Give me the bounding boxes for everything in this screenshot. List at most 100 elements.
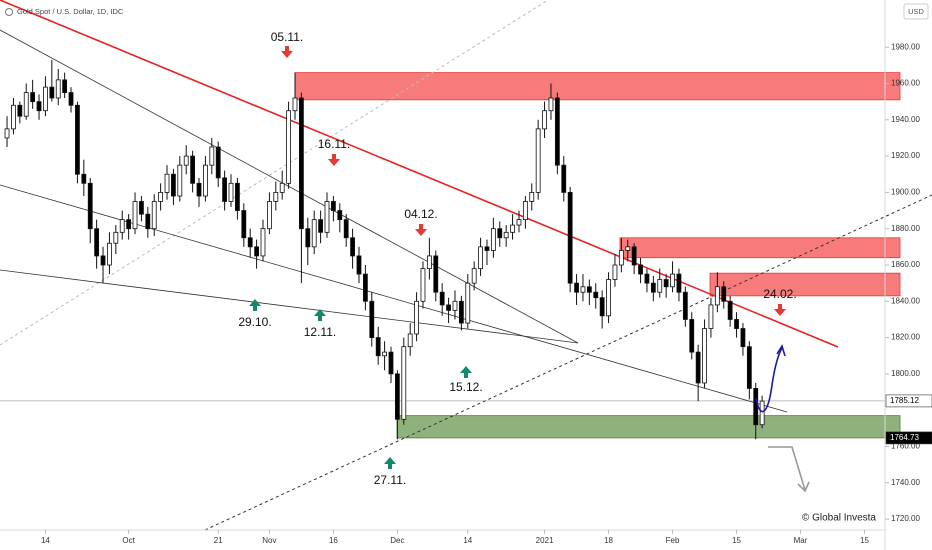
candle-body bbox=[510, 224, 515, 233]
y-tick-label: 1800.00 bbox=[891, 369, 920, 378]
candle-body bbox=[484, 246, 490, 251]
x-tick-label: 14 bbox=[41, 536, 50, 545]
candle-body bbox=[151, 201, 157, 230]
candle-body bbox=[426, 255, 432, 270]
price-label: 1764.73 bbox=[890, 433, 919, 442]
annotation-label: 27.11. bbox=[374, 473, 406, 487]
candle-body bbox=[407, 333, 413, 348]
currency-box bbox=[903, 3, 929, 20]
candle-body bbox=[119, 219, 125, 233]
candle-body bbox=[132, 201, 138, 230]
candle-body bbox=[30, 92, 36, 103]
x-tick-label: 18 bbox=[604, 536, 613, 545]
resistance-zone bbox=[294, 72, 901, 101]
candle-body bbox=[273, 191, 279, 202]
candle-body bbox=[740, 328, 746, 348]
candle-body bbox=[43, 86, 48, 112]
candle-body bbox=[503, 231, 509, 239]
candle-body bbox=[241, 210, 247, 239]
candle-body bbox=[394, 373, 400, 420]
candle-body bbox=[324, 201, 330, 233]
candle-body bbox=[126, 219, 132, 230]
candle-body bbox=[561, 164, 567, 193]
candles bbox=[4, 59, 765, 440]
candle-body bbox=[542, 110, 547, 130]
price-label: 1785.12 bbox=[890, 396, 919, 405]
x-tick-label: 15 bbox=[860, 536, 869, 545]
candle-body bbox=[631, 246, 637, 266]
candle-body bbox=[107, 242, 112, 266]
candle-body bbox=[638, 264, 643, 275]
candle-body bbox=[734, 319, 739, 329]
candle-body bbox=[708, 304, 714, 329]
candle-body bbox=[330, 201, 336, 211]
candle-body bbox=[612, 264, 618, 280]
candle-body bbox=[554, 97, 560, 166]
candle-body bbox=[618, 250, 624, 266]
candle-body bbox=[209, 146, 215, 166]
annotation-label: 24.02. bbox=[763, 287, 796, 301]
candle-body bbox=[599, 297, 605, 317]
candle-body bbox=[446, 304, 451, 311]
trendlines bbox=[0, 0, 932, 531]
candle-body bbox=[746, 346, 752, 389]
resistance-zone bbox=[709, 272, 901, 297]
x-tick-label: 21 bbox=[214, 536, 223, 545]
candle-body bbox=[606, 279, 611, 317]
projection-down-head bbox=[797, 481, 810, 493]
candle-body bbox=[548, 97, 554, 112]
candle-body bbox=[81, 173, 87, 184]
candle-body bbox=[267, 201, 272, 230]
y-tick-label: 1820.00 bbox=[891, 333, 920, 342]
y-tick-label: 1860.00 bbox=[891, 260, 920, 269]
candle-body bbox=[625, 246, 631, 251]
y-tick-label: 1720.00 bbox=[891, 514, 920, 523]
projection-down bbox=[768, 446, 806, 491]
candle-body bbox=[23, 92, 29, 117]
candle-body bbox=[228, 182, 234, 202]
arrow-down bbox=[328, 154, 340, 166]
candle-body bbox=[644, 273, 650, 284]
candle-body bbox=[689, 319, 695, 353]
trend-line bbox=[0, 184, 788, 413]
x-tick-label: 14 bbox=[463, 536, 472, 545]
candle-body bbox=[682, 291, 688, 320]
candle-body bbox=[593, 291, 599, 299]
channel-line bbox=[204, 194, 932, 531]
candle-body bbox=[516, 219, 522, 226]
candle-body bbox=[753, 388, 759, 426]
resistance-zone bbox=[619, 237, 901, 259]
candle-body bbox=[337, 210, 343, 221]
price-label-box bbox=[885, 394, 932, 408]
candle-body bbox=[286, 110, 292, 184]
x-tick-label: Mar bbox=[794, 536, 808, 545]
candle-body bbox=[145, 213, 151, 230]
arrow-up bbox=[314, 309, 326, 321]
candle-body bbox=[452, 300, 458, 311]
candle-body bbox=[702, 328, 707, 384]
candle-body bbox=[574, 282, 579, 293]
candle-body bbox=[49, 86, 55, 99]
candle-body bbox=[759, 400, 765, 426]
candle-body bbox=[478, 246, 483, 270]
y-tick-label: 1940.00 bbox=[891, 115, 920, 124]
candle-body bbox=[343, 219, 349, 239]
candle-body bbox=[75, 104, 80, 175]
x-tick-label: Nov bbox=[262, 536, 276, 545]
candle-body bbox=[362, 273, 368, 302]
candle-body bbox=[254, 246, 260, 257]
candle-body bbox=[586, 286, 592, 293]
candle-body bbox=[650, 282, 656, 293]
candle-body bbox=[490, 228, 496, 251]
arrow-up bbox=[460, 366, 472, 378]
candle-body bbox=[420, 268, 426, 302]
candle-body bbox=[55, 79, 61, 99]
candle-body bbox=[196, 182, 202, 197]
support-zone bbox=[396, 415, 901, 439]
candle-body bbox=[4, 128, 10, 139]
y-tick-label: 1980.00 bbox=[891, 42, 920, 51]
resistance-line bbox=[0, 0, 839, 348]
candle-body bbox=[177, 164, 183, 197]
projection-up-head bbox=[776, 344, 786, 357]
y-tick-label: 1880.00 bbox=[891, 224, 920, 233]
